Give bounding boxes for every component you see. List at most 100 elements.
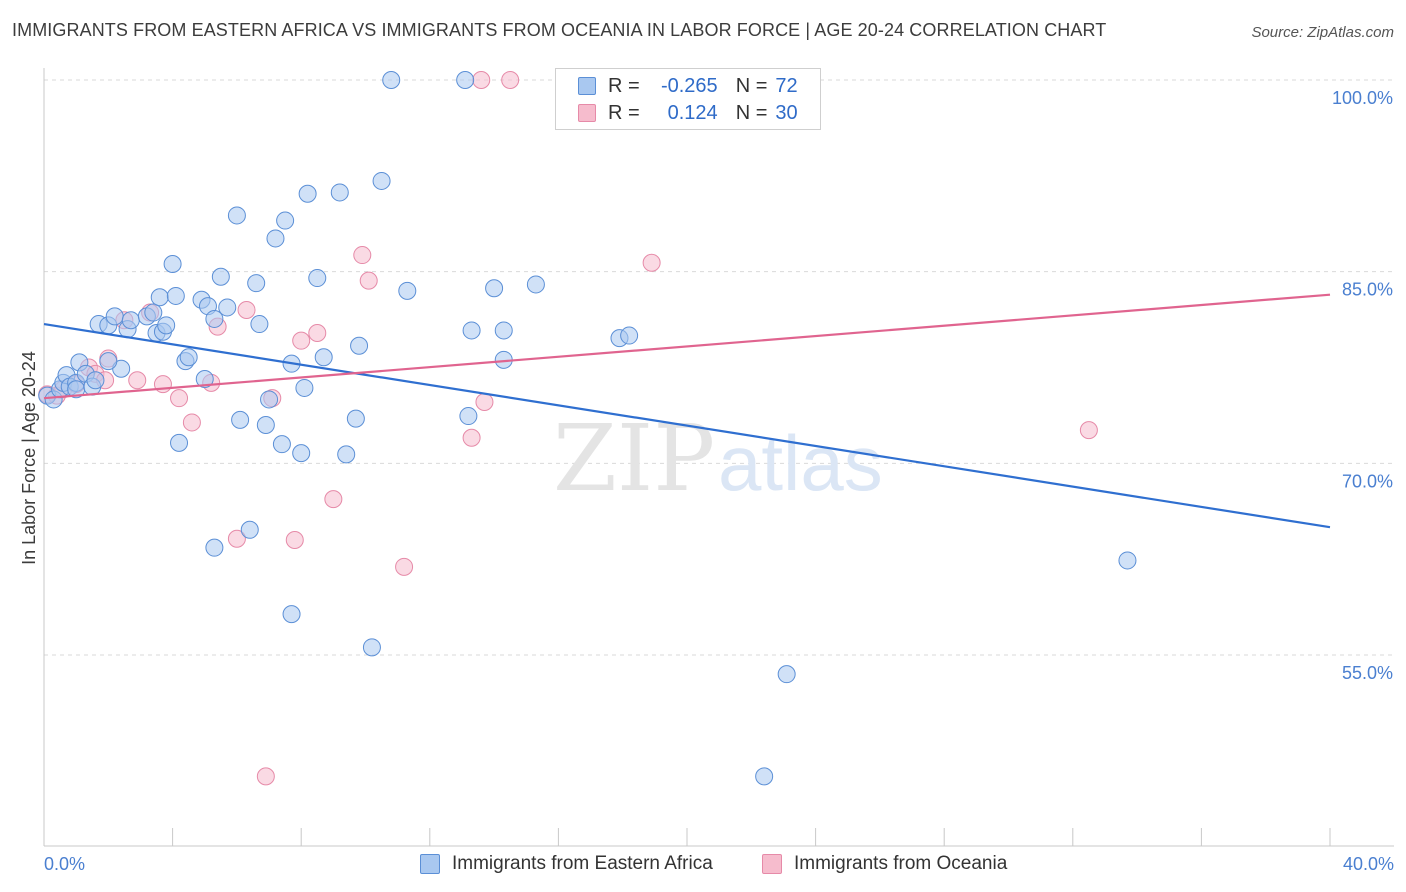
pink-swatch — [578, 104, 596, 122]
r-value: -0.265 — [660, 74, 718, 97]
series-name: Immigrants from Oceania — [794, 853, 1008, 874]
correlation-legend: R = -0.265 N = 72 R = 0.124 N = 30 — [555, 68, 821, 130]
r-value: 0.124 — [667, 101, 718, 124]
y-tick-labels: 55.0% 70.0% 85.0% 100.0% — [1332, 88, 1393, 683]
data-point — [240, 520, 259, 539]
data-point — [144, 303, 163, 322]
gridlines — [44, 79, 1394, 656]
n-value: 30 — [775, 101, 798, 124]
data-point — [227, 206, 246, 225]
data-point — [179, 348, 198, 367]
data-point — [337, 445, 356, 464]
data-point — [359, 271, 378, 290]
data-point — [276, 211, 295, 230]
legend-row-eastern-africa: R = -0.265 N = 72 — [578, 73, 798, 99]
y-tick-label: 70.0% — [1342, 471, 1393, 491]
data-point — [346, 409, 365, 428]
data-point — [128, 371, 147, 390]
data-point — [308, 269, 327, 288]
y-tick-label: 55.0% — [1342, 663, 1393, 683]
data-point — [314, 348, 333, 367]
data-point — [170, 389, 189, 408]
data-point — [292, 331, 311, 350]
data-point — [642, 253, 661, 272]
bottom-legend-oceania: Immigrants from Oceania — [762, 851, 1007, 877]
legend-row-oceania: R = 0.124 N = 30 — [578, 100, 798, 126]
y-tick-label: 100.0% — [1332, 88, 1393, 108]
data-point — [250, 315, 269, 334]
data-point — [211, 267, 230, 286]
n-label: N = — [735, 74, 768, 97]
data-point — [353, 246, 372, 265]
data-point — [398, 281, 417, 300]
data-point — [170, 433, 189, 452]
blue-swatch — [420, 854, 440, 874]
data-point — [256, 416, 275, 434]
y-axis-label: In Labor Force | Age 20-24 — [19, 351, 39, 565]
data-point — [260, 390, 279, 409]
data-point — [308, 324, 327, 342]
data-point — [99, 352, 118, 371]
data-point — [285, 531, 304, 549]
bottom-legend-eastern-africa: Immigrants from Eastern Africa — [420, 851, 713, 877]
data-point — [157, 316, 176, 335]
data-point — [182, 413, 201, 432]
data-point — [324, 490, 343, 509]
data-point — [456, 71, 475, 89]
data-point — [362, 638, 381, 657]
r-label: R = — [608, 74, 640, 97]
trend-line-oceania — [43, 293, 1331, 400]
data-point — [298, 184, 317, 203]
axes — [43, 68, 1394, 847]
data-point — [1079, 421, 1098, 440]
data-point — [247, 274, 266, 293]
data-point — [150, 288, 169, 307]
data-point — [475, 393, 494, 411]
data-point — [755, 767, 774, 786]
data-point — [620, 326, 639, 345]
data-point — [256, 767, 275, 786]
data-point — [205, 309, 224, 328]
x-tick-label-max: 40.0% — [1343, 854, 1394, 874]
x-ticks — [43, 828, 1331, 846]
data-point — [195, 370, 214, 388]
data-point — [292, 444, 311, 463]
data-point — [163, 255, 182, 273]
watermark: ZIP atlas — [553, 405, 883, 512]
data-point — [218, 298, 237, 317]
data-point — [282, 605, 301, 624]
x-tick-label-min: 0.0% — [44, 854, 85, 874]
data-point — [166, 286, 185, 305]
y-tick-label: 85.0% — [1342, 280, 1393, 300]
data-point — [237, 301, 256, 319]
data-point — [501, 71, 520, 89]
n-label: N = — [735, 101, 768, 124]
data-point — [1118, 551, 1137, 570]
data-point — [472, 71, 491, 89]
chart-title: IMMIGRANTS FROM EASTERN AFRICA VS IMMIGR… — [12, 20, 1107, 40]
r-label: R = — [608, 101, 640, 124]
blue-swatch — [578, 77, 596, 95]
data-point — [272, 435, 291, 454]
data-point — [86, 371, 105, 390]
data-point — [105, 307, 124, 326]
data-point — [382, 71, 401, 89]
data-point — [494, 321, 513, 340]
data-point — [395, 557, 414, 576]
data-point — [227, 529, 246, 548]
data-point — [205, 538, 224, 557]
trend-line-eastern-africa — [43, 322, 1331, 529]
data-point — [462, 321, 481, 340]
n-value: 72 — [775, 74, 798, 97]
series-name: Immigrants from Eastern Africa — [452, 853, 713, 874]
data-point — [330, 183, 349, 202]
watermark-atlas: atlas — [718, 419, 883, 507]
data-point — [295, 378, 314, 397]
data-point — [350, 336, 369, 355]
data-point — [266, 229, 285, 248]
data-point — [485, 279, 504, 298]
data-point — [121, 311, 140, 330]
data-point — [372, 171, 391, 190]
data-point — [526, 275, 545, 294]
